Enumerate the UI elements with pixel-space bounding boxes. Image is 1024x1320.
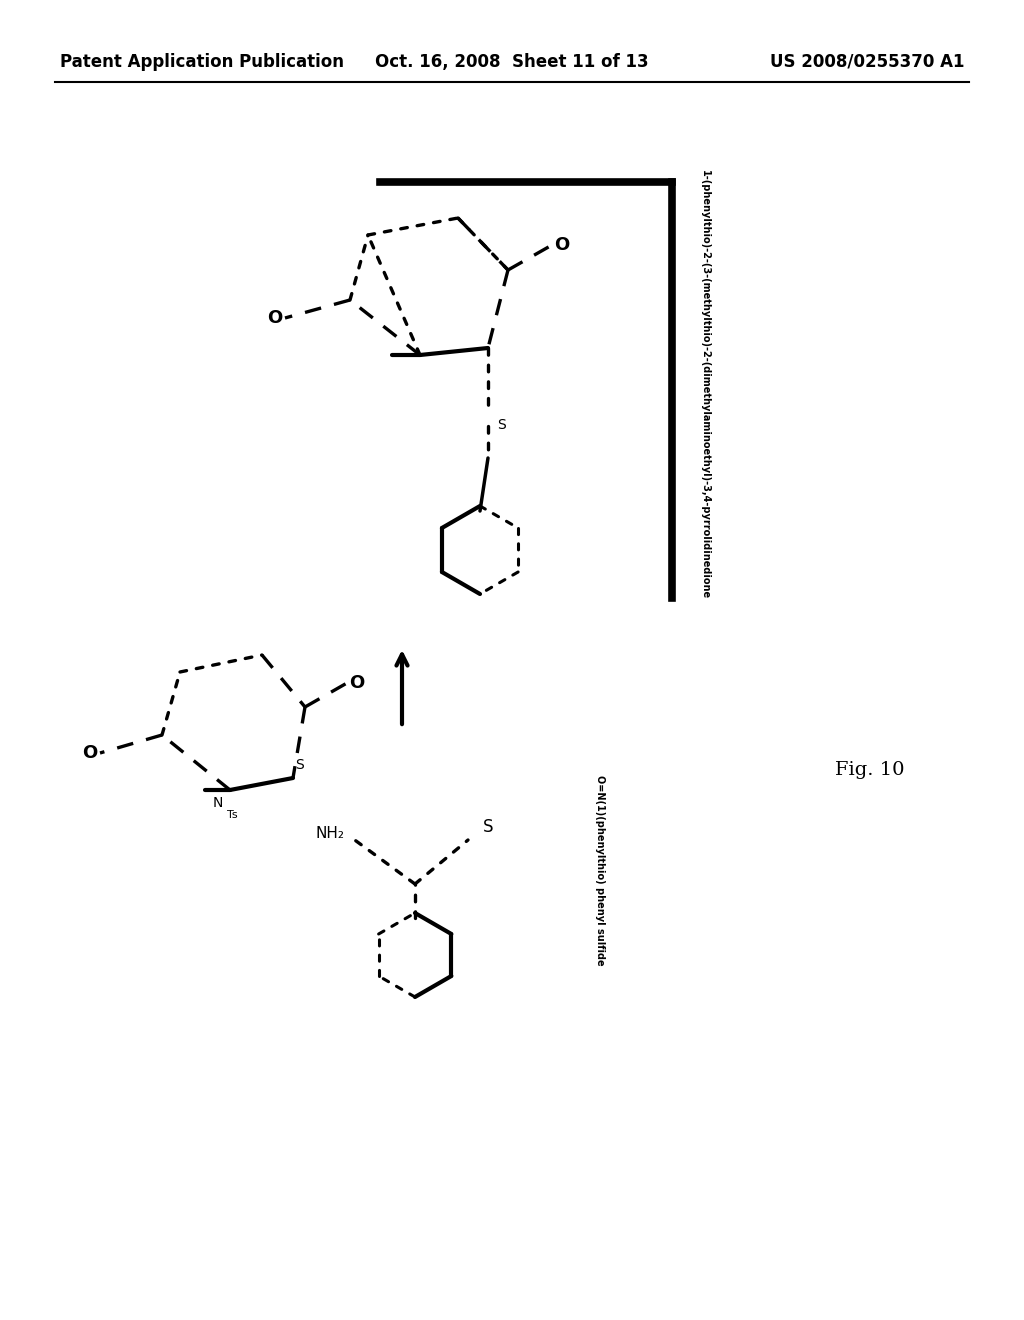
Text: O: O [82,744,97,762]
Text: S: S [498,418,507,432]
Text: Oct. 16, 2008  Sheet 11 of 13: Oct. 16, 2008 Sheet 11 of 13 [375,53,649,71]
Text: S: S [296,758,304,772]
Text: NH₂: NH₂ [315,825,344,841]
Text: O: O [349,675,365,692]
Text: US 2008/0255370 A1: US 2008/0255370 A1 [769,53,964,71]
Text: Ts: Ts [226,810,238,820]
Text: O: O [267,309,283,327]
Text: 1-(phenylthio)-2-(3-(methylthio)-2-(dimethylaminoethyl)-3,4-pyrrolidinedione: 1-(phenylthio)-2-(3-(methylthio)-2-(dime… [700,170,710,599]
Text: S: S [482,818,494,836]
Text: N: N [213,796,223,810]
Text: O: O [554,236,569,253]
Text: Fig. 10: Fig. 10 [836,762,905,779]
Text: O=N(1)(phenylthio) phenyl sulfide: O=N(1)(phenylthio) phenyl sulfide [595,775,605,965]
Text: Patent Application Publication: Patent Application Publication [60,53,344,71]
